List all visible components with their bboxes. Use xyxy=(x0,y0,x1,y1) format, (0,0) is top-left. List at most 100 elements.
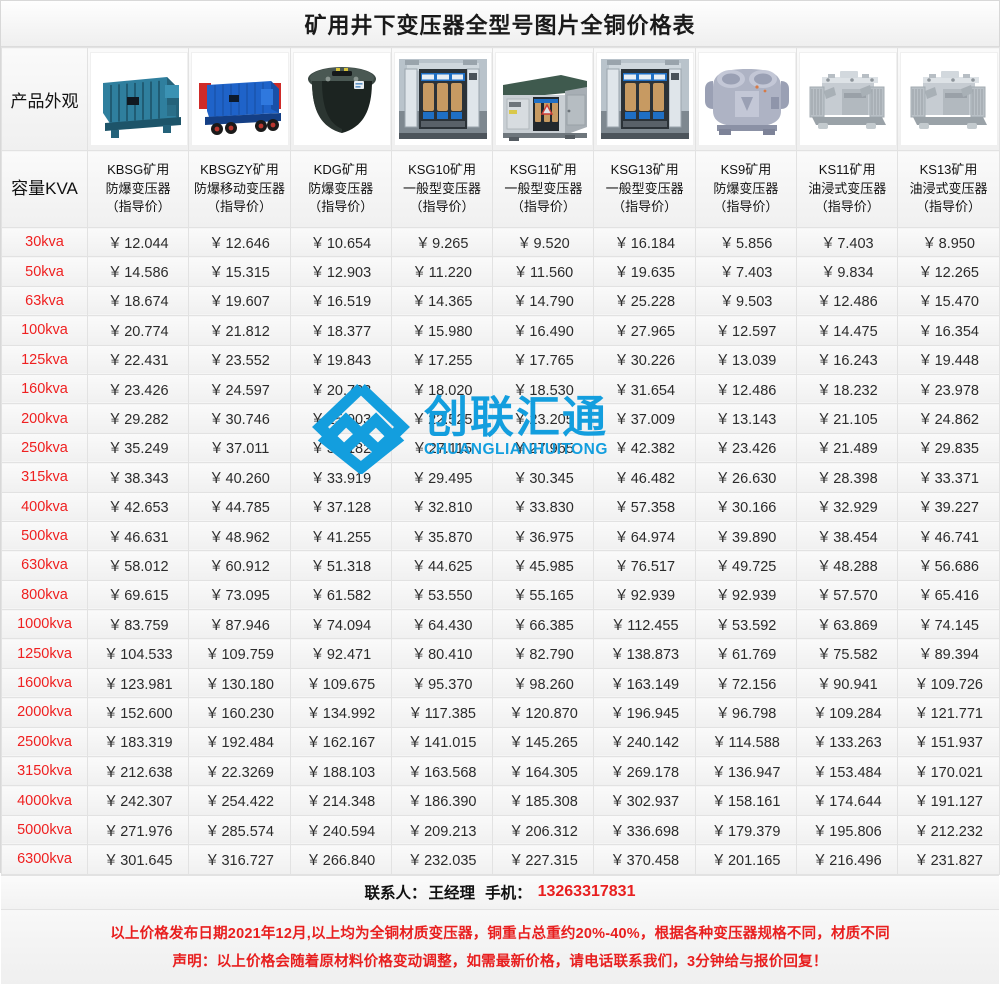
price-cell: ￥ 163.149 xyxy=(593,667,696,699)
price-value: 35.249 xyxy=(124,441,169,458)
table-row: 4000kva ￥ 242.307 ￥ 254.422 ￥ 214.348 ￥ 186.390 ￥… xyxy=(1,785,1000,816)
price-cell: ￥ 201.165 xyxy=(694,844,798,875)
price-cell: ￥ 30.345 xyxy=(492,462,595,493)
price-value: 145.265 xyxy=(525,735,578,752)
price-cell: ￥ 37.128 xyxy=(289,491,392,522)
currency-symbol: ￥ xyxy=(820,265,836,282)
price-value: 72.156 xyxy=(732,676,777,693)
currency-symbol: ￥ xyxy=(407,823,423,840)
price-cell: ￥ 183.319 xyxy=(86,726,190,758)
price-cell: ￥ 12.486 xyxy=(796,285,899,317)
table-row: 1000kva ￥ 83.759 ￥ 87.946 ￥ 74.094 ￥ 64.430 ￥ 66.3… xyxy=(1,609,1000,640)
price-cell: ￥ 18.377 xyxy=(289,315,392,346)
price-cell: ￥ 8.950 xyxy=(897,226,1000,258)
price-cell: ￥ 174.644 xyxy=(796,785,899,816)
capacity-cell: 1000kva xyxy=(1,609,88,640)
column-header-type: 一般型变压器 xyxy=(605,180,684,196)
price-value: 32.810 xyxy=(428,500,473,517)
price-cell: ￥ 29.495 xyxy=(390,462,494,493)
price-cell: ￥ 74.094 xyxy=(289,609,392,640)
price-cell: ￥ 266.840 xyxy=(289,844,392,875)
currency-symbol: ￥ xyxy=(715,441,731,458)
price-cell: ￥ 20.774 xyxy=(86,315,190,346)
price-cell: ￥ 12.646 xyxy=(188,226,291,258)
price-cell: ￥ 302.937 xyxy=(593,785,696,816)
price-value: 39.227 xyxy=(934,500,979,517)
currency-symbol: ￥ xyxy=(719,294,735,311)
currency-symbol: ￥ xyxy=(310,265,325,282)
currency-symbol: ￥ xyxy=(711,823,726,840)
currency-symbol: ￥ xyxy=(408,705,423,722)
price-cell: ￥ 92.471 xyxy=(289,638,392,669)
price-value: 96.798 xyxy=(732,705,777,722)
price-value: 11.220 xyxy=(428,265,472,282)
contact-phone-number[interactable]: 13263317831 xyxy=(537,883,636,901)
currency-symbol: ￥ xyxy=(816,588,832,605)
page-title: 矿用井下变压器全型号图片全铜价格表 xyxy=(304,12,696,38)
currency-symbol: ￥ xyxy=(103,705,119,722)
currency-symbol: ￥ xyxy=(310,647,325,664)
price-cell: ￥ 33.919 xyxy=(289,462,392,493)
price-value: 254.422 xyxy=(221,794,274,811)
price-cell: ￥ 14.586 xyxy=(86,256,190,287)
currency-symbol: ￥ xyxy=(204,705,220,722)
price-value: 45.985 xyxy=(529,558,574,575)
column-header-note: （指导价） xyxy=(713,199,779,215)
price-cell: ￥ 25.228 xyxy=(593,285,696,317)
product-photo-cell xyxy=(86,47,190,151)
currency-symbol: ￥ xyxy=(411,412,427,429)
price-value: 201.165 xyxy=(727,852,781,869)
price-cell: ￥ 16.490 xyxy=(492,315,595,346)
price-cell: ￥ 12.903 xyxy=(289,256,392,287)
price-value: 285.574 xyxy=(221,823,274,840)
currency-symbol: ￥ xyxy=(715,382,731,399)
price-cell: ￥ 69.615 xyxy=(86,579,190,611)
price-value: 55.165 xyxy=(529,588,574,605)
price-value: 214.348 xyxy=(322,794,376,811)
price-value: 12.486 xyxy=(732,382,777,399)
price-cell: ￥ 134.992 xyxy=(289,697,392,728)
price-value: 301.645 xyxy=(120,852,173,869)
price-value: 170.021 xyxy=(930,764,983,781)
price-cell: ￥ 32.810 xyxy=(390,491,494,522)
currency-symbol: ￥ xyxy=(209,558,224,575)
currency-symbol: ￥ xyxy=(508,705,524,722)
price-value: 51.318 xyxy=(326,558,372,575)
column-header-row: 容量KVA KBSG矿用 防爆变压器 （指导价） KBSGZY矿用 防爆移动变压器 （指导价… xyxy=(1,150,1000,228)
price-value: 21.489 xyxy=(833,441,878,458)
transformer-grey-tank-icon xyxy=(697,52,796,146)
price-cell: ￥ 153.484 xyxy=(796,756,899,787)
table-row: 5000kva ￥ 271.976 ￥ 285.574 ￥ 240.594 ￥ 209.213 ￥… xyxy=(1,814,1000,846)
price-cell: ￥ 24.862 xyxy=(897,403,1000,434)
price-cell: ￥ 23.205 xyxy=(492,403,595,434)
price-value: 12.903 xyxy=(326,265,372,282)
column-header-type: 一般型变压器 xyxy=(403,180,482,196)
price-cell: ￥ 12.044 xyxy=(86,226,190,258)
table-row: 2500kva ￥ 183.319 ￥ 192.484 ￥ 162.167 ￥ 141.015 ￥… xyxy=(1,726,1000,758)
currency-symbol: ￥ xyxy=(107,294,123,311)
price-value: 14.475 xyxy=(833,323,878,340)
currency-symbol: ￥ xyxy=(719,265,735,282)
price-cell: ￥ 19.607 xyxy=(188,285,291,317)
price-cell: ￥ 16.519 xyxy=(289,285,392,317)
transformer-blue-mobile-icon xyxy=(191,52,290,146)
price-value: 46.482 xyxy=(630,470,676,487)
price-cell: ￥ 24.597 xyxy=(188,373,291,405)
price-value: 12.486 xyxy=(833,294,878,311)
capacity-cell: 1600kva xyxy=(1,667,88,699)
currency-symbol: ￥ xyxy=(715,588,731,605)
currency-symbol: ￥ xyxy=(107,235,123,252)
transformer-price-table: 产品外观 xyxy=(1,47,1000,875)
price-cell: ￥ 30.166 xyxy=(694,491,798,522)
price-value: 53.592 xyxy=(732,617,777,634)
price-cell: ￥ 65.416 xyxy=(897,579,1000,611)
currency-symbol: ￥ xyxy=(614,294,629,311)
capacity-cell: 100kva xyxy=(1,315,88,346)
price-cell: ￥ 10.654 xyxy=(289,226,392,258)
currency-symbol: ￥ xyxy=(411,558,427,575)
currency-symbol: ￥ xyxy=(816,647,832,664)
price-value: 22.3269 xyxy=(221,764,274,781)
price-value: 41.255 xyxy=(326,529,372,546)
price-cell: ￥ 11.560 xyxy=(492,256,595,287)
price-cell: ￥ 80.410 xyxy=(390,638,494,669)
